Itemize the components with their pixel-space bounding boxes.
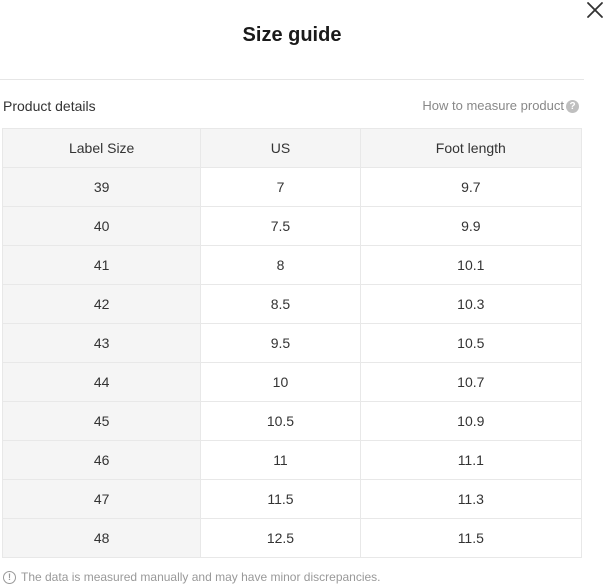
label-size-cell: 43 [1,323,202,363]
foot-length-cell: 11.5 [359,518,583,558]
foot-length-cell: 9.7 [359,167,583,207]
header-us: US [200,128,361,168]
us-size-cell: 9.5 [200,323,361,363]
foot-length-cell: 9.9 [359,206,583,246]
dialog-title: Size guide [242,24,342,46]
question-circle-icon[interactable]: ? [566,99,579,113]
table-row: 43 9.5 10.5 [1,323,583,363]
label-size-cell: 46 [1,440,202,480]
section-label-product-details: Product details [3,98,96,114]
table-header-row: Label Size US Foot length [1,128,583,168]
label-size-cell: 45 [1,401,202,441]
label-size-cell: 39 [1,167,202,207]
header-foot-length: Foot length [359,128,583,168]
close-icon[interactable] [585,0,605,20]
size-table: Label Size US Foot length 39 7 9.7 40 7.… [1,128,583,558]
header-label-size: Label Size [1,128,202,168]
foot-length-cell: 10.1 [359,245,583,285]
foot-length-cell: 10.3 [359,284,583,324]
label-size-cell: 40 [1,206,202,246]
how-to-measure-link[interactable]: How to measure product ? [422,97,579,115]
disclaimer-text: The data is measured manually and may ha… [21,570,381,584]
label-size-cell: 44 [1,362,202,402]
us-size-cell: 10 [200,362,361,402]
us-size-cell: 11.5 [200,479,361,519]
us-size-cell: 8 [200,245,361,285]
label-size-cell: 48 [1,518,202,558]
foot-length-cell: 10.5 [359,323,583,363]
table-row: 39 7 9.7 [1,167,583,207]
label-size-cell: 41 [1,245,202,285]
us-size-cell: 8.5 [200,284,361,324]
table-row: 40 7.5 9.9 [1,206,583,246]
table-row: 44 10 10.7 [1,362,583,402]
foot-length-cell: 10.9 [359,401,583,441]
label-size-cell: 42 [1,284,202,324]
table-row: 41 8 10.1 [1,245,583,285]
us-size-cell: 10.5 [200,401,361,441]
table-row: 48 12.5 11.5 [1,518,583,558]
foot-length-cell: 10.7 [359,362,583,402]
header-divider [0,79,584,80]
table-row: 46 11 11.1 [1,440,583,480]
label-size-cell: 47 [1,479,202,519]
us-size-cell: 11 [200,440,361,480]
foot-length-cell: 11.3 [359,479,583,519]
info-circle-icon: ! [3,570,16,584]
table-row: 47 11.5 11.3 [1,479,583,519]
measurement-disclaimer: ! The data is measured manually and may … [3,569,381,585]
us-size-cell: 12.5 [200,518,361,558]
how-to-measure-label: How to measure product [422,98,564,113]
table-row: 45 10.5 10.9 [1,401,583,441]
us-size-cell: 7.5 [200,206,361,246]
table-row: 42 8.5 10.3 [1,284,583,324]
foot-length-cell: 11.1 [359,440,583,480]
us-size-cell: 7 [200,167,361,207]
